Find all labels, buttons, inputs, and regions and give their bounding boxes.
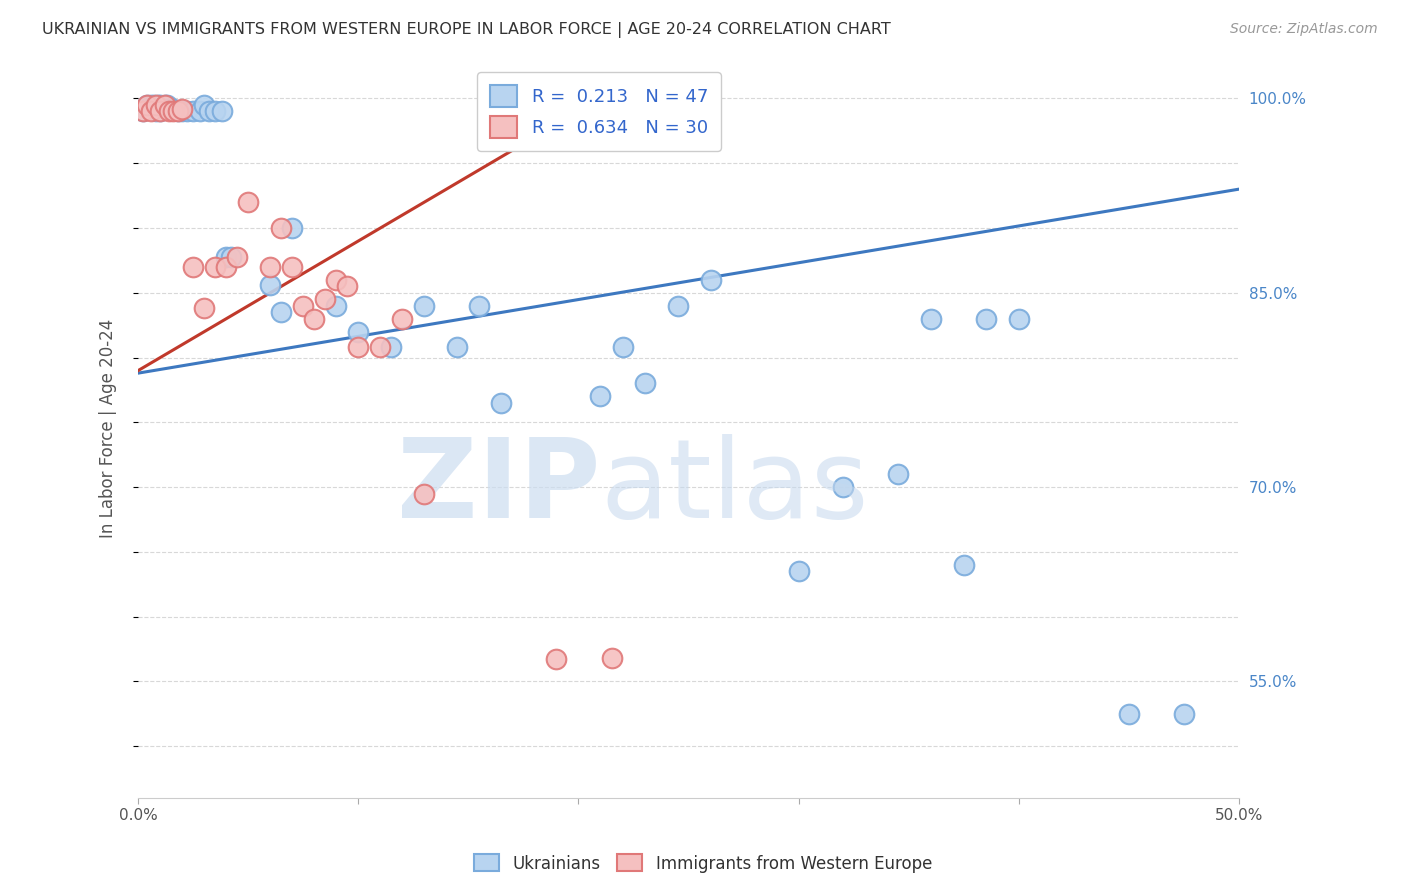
Point xyxy=(142,98,165,112)
Point xyxy=(145,104,167,119)
Point xyxy=(156,98,179,112)
Point xyxy=(149,104,172,119)
Point xyxy=(204,260,226,274)
Text: UKRAINIAN VS IMMIGRANTS FROM WESTERN EUROPE IN LABOR FORCE | AGE 20-24 CORRELATI: UKRAINIAN VS IMMIGRANTS FROM WESTERN EUR… xyxy=(42,22,891,38)
Point xyxy=(347,340,370,354)
Point xyxy=(920,311,942,326)
Point xyxy=(1173,706,1195,721)
Point xyxy=(215,250,238,264)
Point xyxy=(153,98,176,112)
Point xyxy=(176,104,198,119)
Point xyxy=(219,250,242,264)
Point xyxy=(141,98,163,112)
Point xyxy=(188,104,211,119)
Point xyxy=(787,565,810,579)
Point xyxy=(193,301,215,316)
Point xyxy=(325,299,347,313)
Point xyxy=(259,260,281,274)
Point xyxy=(131,104,153,119)
Point xyxy=(974,311,997,326)
Point xyxy=(162,102,184,116)
Point xyxy=(612,340,634,354)
Point xyxy=(446,340,468,354)
Point xyxy=(281,221,304,235)
Legend: Ukrainians, Immigrants from Western Europe: Ukrainians, Immigrants from Western Euro… xyxy=(467,847,939,880)
Point xyxy=(197,104,219,119)
Text: Source: ZipAtlas.com: Source: ZipAtlas.com xyxy=(1230,22,1378,37)
Point xyxy=(162,104,184,119)
Point xyxy=(1118,706,1140,721)
Point xyxy=(131,104,153,119)
Legend: R =  0.213   N = 47, R =  0.634   N = 30: R = 0.213 N = 47, R = 0.634 N = 30 xyxy=(478,72,721,151)
Point xyxy=(226,250,249,264)
Point xyxy=(172,104,194,119)
Point xyxy=(666,299,689,313)
Point xyxy=(270,221,292,235)
Point xyxy=(136,98,159,112)
Point xyxy=(157,102,180,116)
Point xyxy=(952,558,974,572)
Point xyxy=(181,260,204,274)
Point xyxy=(886,467,908,482)
Point xyxy=(141,104,163,119)
Point xyxy=(211,104,233,119)
Point xyxy=(149,98,172,112)
Point xyxy=(281,260,304,274)
Y-axis label: In Labor Force | Age 20-24: In Labor Force | Age 20-24 xyxy=(100,319,117,539)
Point xyxy=(149,104,172,119)
Point xyxy=(347,325,370,339)
Point xyxy=(153,98,176,112)
Point xyxy=(136,98,159,112)
Point xyxy=(304,311,326,326)
Point xyxy=(831,480,853,494)
Point xyxy=(215,260,238,274)
Point xyxy=(491,396,513,410)
Point xyxy=(413,299,436,313)
Point xyxy=(166,104,188,119)
Point xyxy=(589,389,612,403)
Text: atlas: atlas xyxy=(600,434,869,541)
Point xyxy=(546,652,568,666)
Point xyxy=(193,98,215,112)
Point xyxy=(413,486,436,500)
Point xyxy=(145,98,167,112)
Point xyxy=(181,104,204,119)
Point xyxy=(166,104,188,119)
Point xyxy=(325,273,347,287)
Point xyxy=(292,299,315,313)
Point xyxy=(370,340,392,354)
Point xyxy=(468,299,491,313)
Point xyxy=(380,340,402,354)
Point xyxy=(600,651,623,665)
Point xyxy=(1008,311,1031,326)
Point xyxy=(699,273,721,287)
Point xyxy=(259,278,281,293)
Point xyxy=(314,293,336,307)
Point xyxy=(157,104,180,119)
Point xyxy=(172,102,194,116)
Point xyxy=(391,311,413,326)
Point xyxy=(238,195,260,210)
Point xyxy=(336,279,359,293)
Point xyxy=(204,104,226,119)
Text: ZIP: ZIP xyxy=(396,434,600,541)
Point xyxy=(146,98,169,112)
Point xyxy=(633,376,655,391)
Point xyxy=(270,305,292,319)
